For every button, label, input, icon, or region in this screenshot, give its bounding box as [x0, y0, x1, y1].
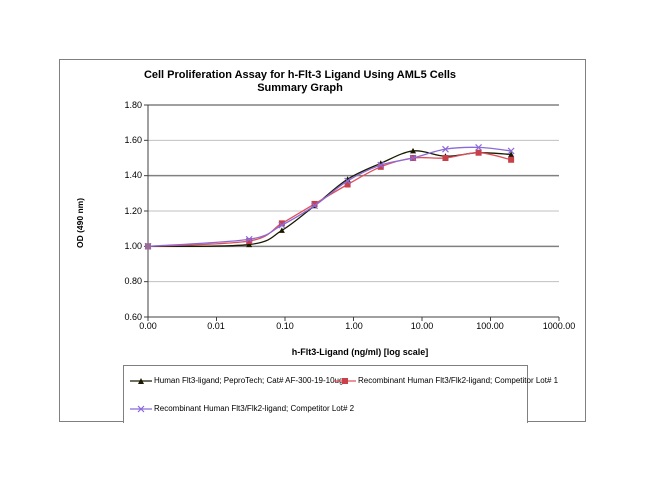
- chart-title: Cell Proliferation Assay for h-Flt-3 Lig…: [143, 69, 457, 81]
- y-tick-label: 1.20: [124, 206, 142, 216]
- legend-item: Recombinant Human Flt3/Flk2-ligand; Comp…: [334, 376, 558, 385]
- data-point: [278, 227, 285, 233]
- y-tick-label: 1.60: [124, 135, 142, 145]
- y-tick-label: 1.00: [124, 241, 142, 251]
- square-marker-icon: [334, 377, 356, 384]
- data-point: [475, 149, 482, 156]
- legend-label: Human Flt3-ligand; PeproTech; Cat# AF-30…: [154, 376, 344, 385]
- x-tick-label: 10.00: [410, 321, 434, 331]
- data-point: [508, 156, 515, 163]
- x-tick-label: 100.00: [476, 321, 504, 331]
- data-point: [278, 220, 285, 227]
- x-tick-label: 0.10: [276, 321, 294, 331]
- series-line: [147, 152, 512, 247]
- legend-label: Recombinant Human Flt3/Flk2-ligand; Comp…: [358, 376, 559, 385]
- triangle-marker-icon: [130, 377, 152, 384]
- data-point: [410, 147, 417, 154]
- data-point: [246, 238, 253, 245]
- legend-item: Human Flt3-ligand; PeproTech; Cat# AF-30…: [130, 376, 343, 385]
- data-point: [377, 163, 384, 170]
- x-tick-label: 0.00: [139, 321, 157, 331]
- legend-item: Recombinant Human Flt3/Flk2-ligand; Comp…: [130, 404, 354, 413]
- chart-subtitle: Summary Graph: [257, 82, 343, 94]
- data-point: [508, 151, 515, 157]
- x-tick-label: 1000.00: [542, 321, 576, 331]
- x-axis-label: h-Flt3-Ligand (ng/ml) [log scale]: [291, 347, 429, 357]
- legend: Human Flt3-ligand; PeproTech; Cat# AF-30…: [123, 365, 558, 423]
- series-line: [147, 146, 512, 247]
- series-line: [147, 150, 512, 247]
- data-point: [246, 241, 253, 248]
- data-point: [442, 155, 449, 161]
- y-axis-label: OD (490 nm): [75, 197, 85, 249]
- data-point: [311, 200, 318, 207]
- x-marker-icon: [130, 405, 152, 412]
- chart-area: [59, 59, 586, 422]
- y-tick-label: 0.80: [124, 276, 142, 286]
- legend-label: Recombinant Human Flt3/Flk2-ligand; Comp…: [154, 404, 355, 413]
- data-point: [344, 181, 351, 188]
- x-tick-label: 1.00: [345, 321, 363, 331]
- y-tick-label: 0.60: [124, 312, 142, 322]
- y-tick-label: 1.40: [124, 170, 142, 180]
- x-tick-label: 0.01: [207, 321, 225, 331]
- y-tick-label: 1.80: [124, 100, 142, 110]
